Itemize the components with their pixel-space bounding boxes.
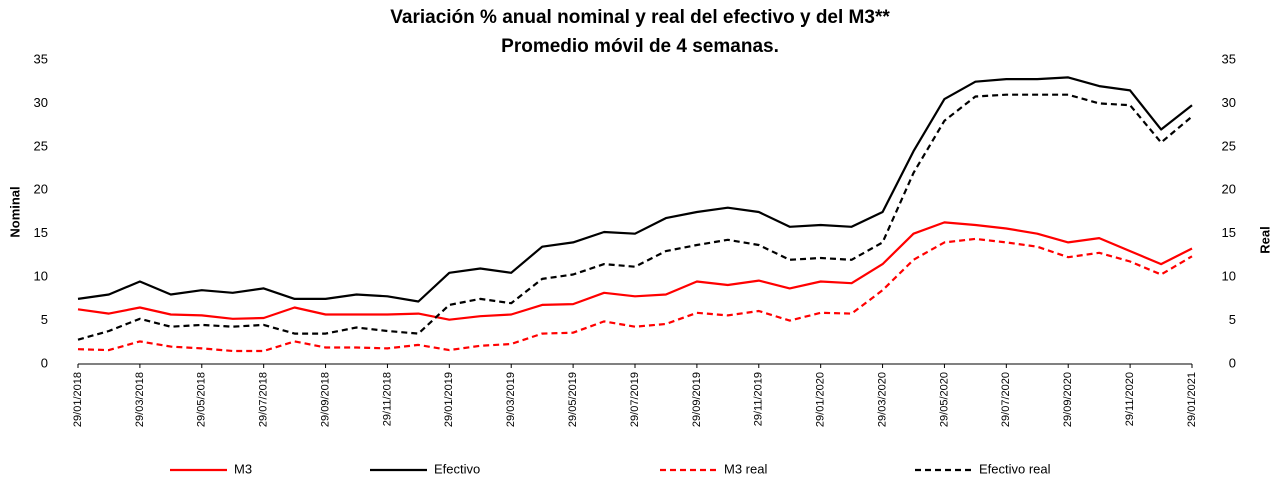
x-tick-label: 29/01/2019 [443,372,455,427]
legend-label: M3 [234,461,252,476]
x-tick-label: 29/07/2019 [629,372,641,427]
y2-tick-label: 15 [1222,225,1236,240]
x-tick-label: 29/07/2020 [1000,372,1012,427]
y-tick-label: 5 [41,312,48,327]
x-tick-label: 29/03/2020 [876,372,888,427]
y-tick-label: 35 [34,51,48,66]
x-tick-label: 29/03/2018 [134,372,146,427]
legend-label: M3 real [724,461,767,476]
y2-tick-label: 30 [1222,95,1236,110]
y2-tick-label: 25 [1222,138,1236,153]
y2-tick-label: 20 [1222,182,1236,197]
x-tick-label: 29/05/2018 [196,372,208,427]
series-line [77,76,1193,303]
y-tick-label: 20 [34,182,48,197]
series-line [77,221,1193,321]
y-tick-label: 25 [34,138,48,153]
chart-title: Variación % anual nominal y real del efe… [390,7,890,28]
x-tick-label: 29/05/2019 [567,372,579,427]
series-line [77,237,1193,353]
y2-tick-label: 5 [1229,312,1236,327]
x-tick-label: 29/07/2018 [258,372,270,427]
x-tick-label: 29/11/2018 [381,372,393,426]
chart-subtitle: Promedio móvil de 4 semanas. [501,36,779,57]
y-tick-label: 10 [34,269,48,284]
x-tick-label: 29/09/2018 [319,372,331,427]
y2-axis-title: Real [1257,226,1272,253]
y-tick-label: 0 [41,355,48,370]
y-tick-label: 30 [34,95,48,110]
legend-label: Efectivo [434,461,480,476]
y2-tick-label: 35 [1222,51,1236,66]
x-tick-label: 29/01/2021 [1186,372,1198,427]
x-tick-label: 29/09/2019 [691,372,703,427]
x-tick-label: 29/05/2020 [938,372,950,427]
x-tick-label: 29/01/2018 [72,372,84,427]
y-tick-label: 15 [34,225,48,240]
series-line [77,93,1193,341]
x-tick-label: 29/01/2020 [815,372,827,427]
x-tick-label: 29/11/2020 [1124,372,1136,426]
legend-label: Efectivo real [979,461,1051,476]
x-tick-label: 29/09/2020 [1062,372,1074,427]
y2-tick-label: 10 [1222,269,1236,284]
x-tick-label: 29/03/2019 [505,372,517,427]
x-tick-label: 29/11/2019 [753,372,765,426]
y-axis-title: Nominal [7,186,22,237]
y2-tick-label: 0 [1229,355,1236,370]
